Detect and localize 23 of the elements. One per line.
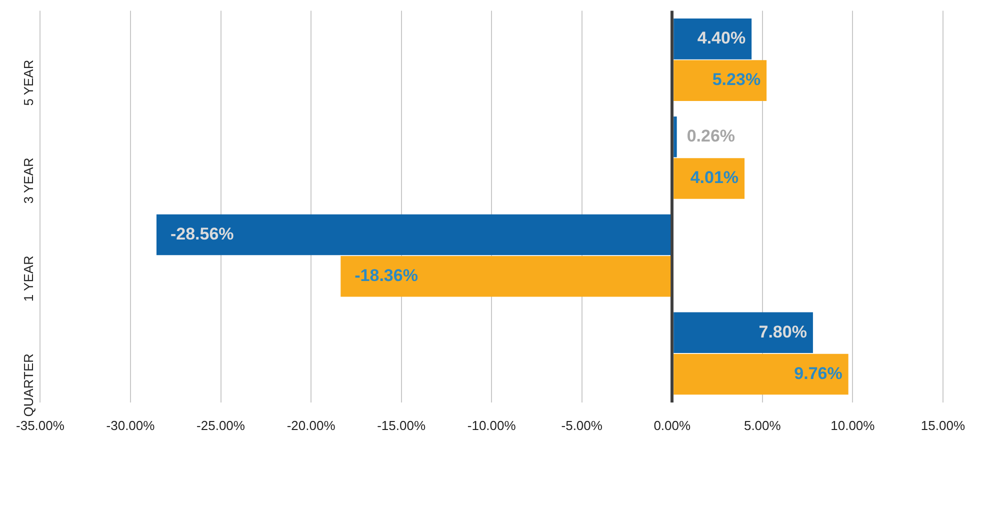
data-label: 7.80% (758, 322, 807, 342)
data-label: -28.56% (170, 224, 234, 244)
data-label: 0.26% (686, 126, 736, 146)
x-tick-label: -35.00% (16, 418, 65, 433)
x-tick-label: -15.00% (377, 418, 426, 433)
data-label: 4.01% (690, 168, 739, 188)
data-label: 5.23% (712, 70, 761, 90)
data-label: -18.36% (354, 266, 418, 286)
y-tick-label: 1 YEAR (20, 256, 36, 302)
x-tick-label: 15.00% (920, 418, 966, 433)
data-label: 4.40% (697, 28, 746, 48)
x-tick-label: -30.00% (106, 418, 156, 433)
x-tick-label: -5.00% (561, 418, 603, 433)
y-tick-label: QUARTER (20, 353, 36, 417)
x-tick-label: -25.00% (196, 418, 246, 433)
x-tick-label: 10.00% (830, 418, 876, 433)
y-tick-label: 5 YEAR (20, 60, 36, 106)
x-tick-label: -20.00% (286, 418, 336, 433)
y-tick-label: 3 YEAR (20, 158, 36, 204)
data-label: 9.76% (794, 364, 842, 383)
x-tick-label: 5.00% (744, 418, 782, 433)
x-tick-label: -10.00% (467, 418, 516, 433)
x-tick-label: 0.00% (654, 418, 691, 433)
